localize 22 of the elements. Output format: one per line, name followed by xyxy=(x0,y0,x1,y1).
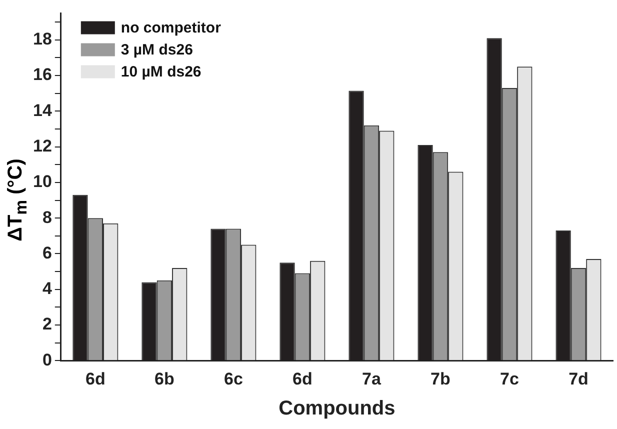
y-tick-label: 0 xyxy=(42,350,52,370)
y-tick-label: 18 xyxy=(32,30,52,49)
y-tick-label: 12 xyxy=(32,136,52,156)
y-tick-label: 6 xyxy=(42,243,52,262)
x-tick-label: 7b xyxy=(430,369,450,388)
x-tick-label: 6d xyxy=(85,369,106,388)
legend-label: 10 µM ds26 xyxy=(120,63,202,80)
legend-label: 3 µM ds26 xyxy=(120,41,193,58)
x-tick-label: 7d xyxy=(568,369,588,388)
x-tick-label: 7a xyxy=(362,369,382,388)
y-tick-label: 14 xyxy=(32,100,52,120)
x-tick-label: 6c xyxy=(224,369,243,388)
y-tick-label: 16 xyxy=(32,65,52,84)
y-tick-label: 4 xyxy=(42,279,52,298)
legend-label: no competitor xyxy=(120,19,222,36)
x-axis-title: Compounds xyxy=(278,398,396,420)
x-tick-label: 6b xyxy=(154,369,174,388)
x-tick-label: 7c xyxy=(500,369,519,388)
y-tick-label: 8 xyxy=(42,208,52,227)
y-tick-label: 2 xyxy=(42,314,52,334)
y-tick-label: 10 xyxy=(32,172,52,192)
x-tick-label: 6d xyxy=(292,369,312,388)
